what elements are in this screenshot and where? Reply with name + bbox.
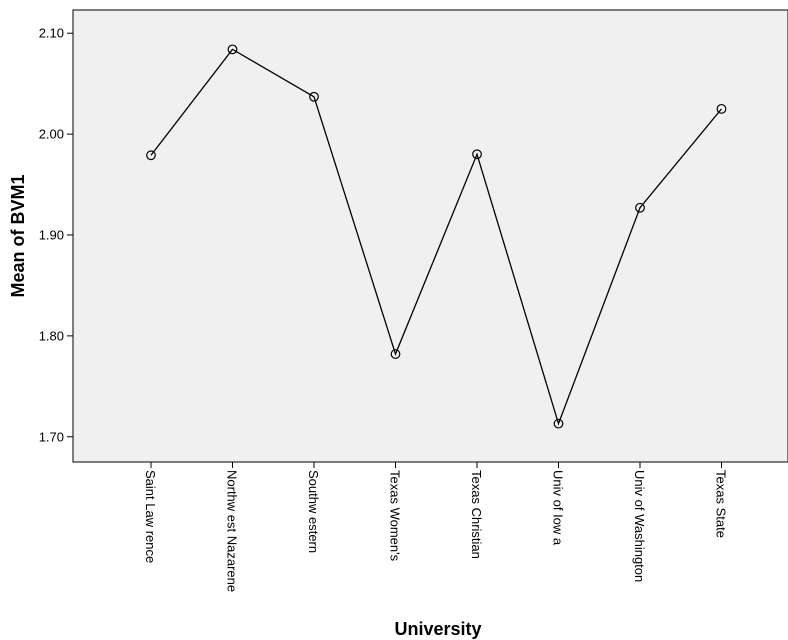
- data-point: [472, 149, 482, 160]
- data-point: [553, 418, 564, 429]
- x-tick-label: Northw est Nazarene: [225, 470, 240, 592]
- data-point: [390, 349, 401, 359]
- x-tick-label: Texas Women's: [388, 470, 403, 562]
- x-tick-label: Saint Law rence: [143, 470, 158, 563]
- x-tick-label: Southw estern: [306, 470, 321, 553]
- data-point: [309, 91, 319, 102]
- y-tick-label: 1.90: [39, 227, 64, 242]
- series-line: [146, 44, 727, 429]
- x-tick-label: Texas State: [714, 470, 729, 538]
- y-tick-label: 1.70: [39, 429, 64, 444]
- data-point: [146, 150, 156, 161]
- x-tick-label: Univ of Washington: [632, 470, 647, 582]
- y-axis: 1.70 1.80 1.90 2.00 2.10: [39, 26, 73, 444]
- x-tick-label: Texas Christian: [469, 470, 484, 559]
- x-axis: Saint Law rence Northw est Nazarene Southw…: [143, 462, 729, 592]
- plot-background: [72, 9, 788, 463]
- y-tick-label: 2.10: [39, 26, 64, 41]
- x-tick-label: Univ of Iow a: [551, 470, 566, 546]
- series-polyline: [150, 48, 723, 426]
- y-tick-label: 2.00: [39, 127, 64, 142]
- data-point: [635, 202, 645, 213]
- y-axis-title: Mean of BVM1: [8, 174, 28, 297]
- data-point: [227, 44, 238, 55]
- data-point: [716, 103, 727, 114]
- x-axis-title: University: [394, 619, 481, 639]
- y-tick-label: 1.80: [39, 328, 64, 343]
